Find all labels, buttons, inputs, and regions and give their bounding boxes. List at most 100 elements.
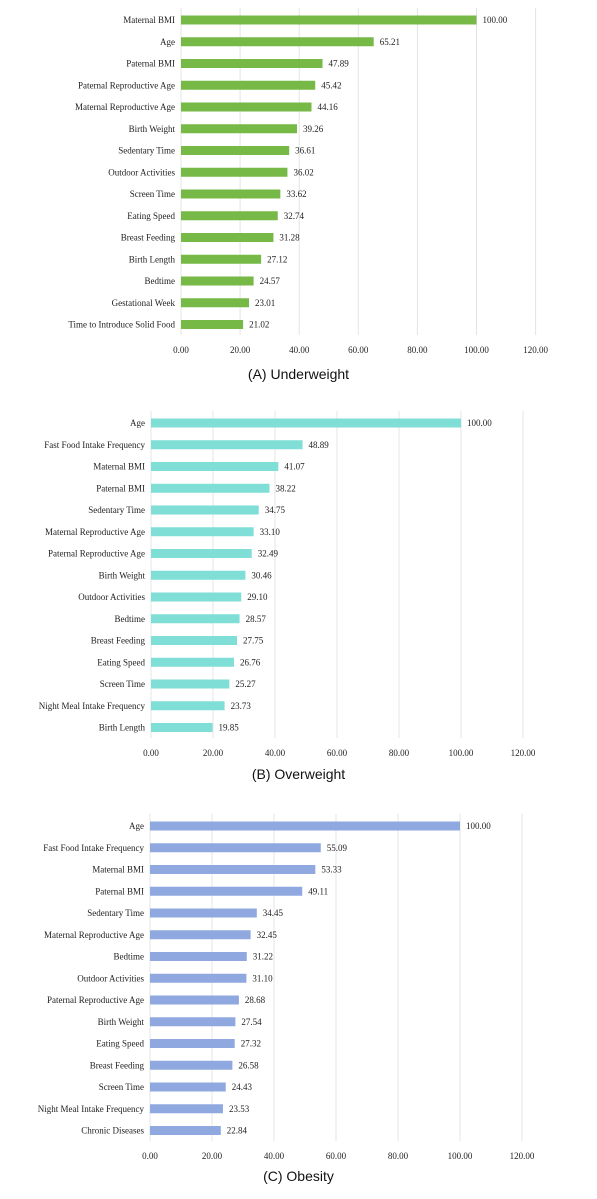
category-label: Eating Speed: [127, 211, 175, 221]
data-label: 32.45: [257, 930, 278, 940]
category-label: Breast Feeding: [90, 1060, 145, 1070]
category-label: Age: [130, 418, 145, 428]
category-label: Paternal Reproductive Age: [48, 549, 145, 559]
data-label: 55.09: [327, 843, 348, 853]
category-label: Night Meal Intake Frequency: [39, 701, 146, 711]
x-tick-label: 80.00: [389, 748, 410, 758]
data-label: 25.27: [235, 679, 256, 689]
data-label: 36.02: [293, 167, 313, 177]
bar: [151, 723, 213, 732]
bar: [181, 167, 288, 177]
data-label: 32.49: [258, 549, 279, 559]
x-tick-label: 60.00: [327, 748, 348, 758]
data-label: 24.43: [232, 1082, 253, 1092]
bar: [181, 189, 281, 199]
x-tick-label: 120.00: [511, 748, 536, 758]
bar: [150, 908, 257, 918]
x-tick-label: 40.00: [265, 748, 286, 758]
x-tick-label: 100.00: [448, 1151, 473, 1161]
data-label: 65.21: [380, 37, 400, 47]
chart-underweight: 0.00 20.00 40.00 60.00 80.00 100.00 120.00 Mate…: [0, 0, 597, 395]
category-label: Maternal Reproductive Age: [44, 930, 144, 940]
data-label: 27.75: [243, 636, 264, 646]
chart-caption-overweight: (B) Overweight: [251, 766, 346, 782]
bar: [181, 211, 278, 221]
category-label: Paternal Reproductive Age: [47, 995, 144, 1005]
category-label: Breast Feeding: [121, 233, 176, 243]
category-label: Birth Weight: [129, 124, 176, 134]
data-label: 28.68: [245, 995, 266, 1005]
data-label: 31.10: [252, 973, 273, 983]
category-label: Age: [160, 37, 175, 47]
data-label: 21.02: [249, 320, 269, 330]
data-label: 31.28: [279, 233, 300, 243]
category-label: Paternal BMI: [126, 59, 175, 69]
category-label: Eating Speed: [96, 1039, 144, 1049]
chart-caption-obesity: (C) Obesity: [263, 1168, 334, 1184]
data-label: 26.58: [238, 1060, 259, 1070]
x-tick-label: 20.00: [230, 345, 251, 355]
category-label: Birth Length: [99, 723, 146, 733]
x-tick-label: 20.00: [203, 748, 224, 758]
data-label: 33.10: [260, 527, 281, 537]
chart-overweight: 0.00 20.00 40.00 60.00 80.00 100.00 120.00 Age 1…: [0, 402, 597, 797]
data-label: 24.57: [260, 276, 281, 286]
category-label: Outdoor Activities: [78, 592, 145, 602]
bar: [151, 636, 238, 645]
data-label: 49.11: [308, 886, 328, 896]
data-label: 30.46: [251, 570, 272, 580]
category-label: Sedentary Time: [118, 146, 175, 156]
bar: [181, 80, 316, 90]
data-label: 39.26: [303, 124, 324, 134]
category-label: Outdoor Activities: [77, 973, 144, 983]
category-label: Gestational Week: [112, 298, 176, 308]
bar: [150, 930, 251, 940]
bar: [150, 865, 316, 874]
category-label: Birth Length: [129, 254, 176, 264]
data-label: 23.73: [231, 701, 252, 711]
data-label: 34.75: [265, 505, 286, 515]
data-label: 22.84: [227, 1126, 248, 1136]
bar: [181, 59, 323, 68]
bar: [151, 549, 252, 558]
bar: [151, 505, 259, 515]
category-label: Paternal Reproductive Age: [78, 80, 175, 90]
category-label: Maternal Reproductive Age: [45, 527, 145, 537]
category-label: Bedtime: [115, 614, 146, 624]
bar: [151, 614, 240, 624]
bar: [150, 1104, 223, 1114]
x-tick-label: 0.00: [142, 1151, 158, 1161]
category-label: Sedentary Time: [88, 505, 145, 515]
data-label: 26.76: [240, 657, 261, 667]
data-label: 34.45: [263, 908, 284, 918]
data-label: 36.61: [295, 146, 315, 156]
x-tick-label: 20.00: [202, 1151, 223, 1161]
data-label: 23.01: [255, 298, 275, 308]
category-label: Outdoor Activities: [108, 167, 175, 177]
category-label: Chronic Diseases: [81, 1126, 144, 1136]
data-label: 53.33: [321, 865, 342, 875]
data-label: 48.89: [309, 440, 330, 450]
category-label: Screen Time: [99, 1082, 144, 1092]
data-label: 23.53: [229, 1104, 250, 1114]
data-label: 100.00: [467, 418, 492, 428]
category-label: Paternal BMI: [95, 886, 144, 896]
bar: [181, 233, 274, 242]
bar: [151, 657, 234, 667]
category-label: Screen Time: [100, 679, 145, 689]
category-label: Time to Introduce Solid Food: [68, 320, 175, 330]
bar: [181, 15, 477, 25]
bar: [181, 320, 244, 329]
category-label: Paternal BMI: [96, 483, 145, 493]
category-label: Maternal Reproductive Age: [75, 102, 175, 112]
data-label: 27.54: [241, 1017, 262, 1027]
x-tick-label: 0.00: [143, 748, 159, 758]
chart-obesity: 0.00 20.00 40.00 60.00 80.00 100.00 120.00 Age 1…: [0, 804, 597, 1199]
bar: [181, 254, 262, 264]
data-label: 32.74: [284, 211, 305, 221]
bar: [151, 418, 461, 428]
category-label: Fast Food Intake Frequency: [43, 843, 144, 853]
category-label: Maternal BMI: [123, 15, 175, 25]
bar: [151, 483, 270, 493]
bar: [150, 821, 460, 831]
